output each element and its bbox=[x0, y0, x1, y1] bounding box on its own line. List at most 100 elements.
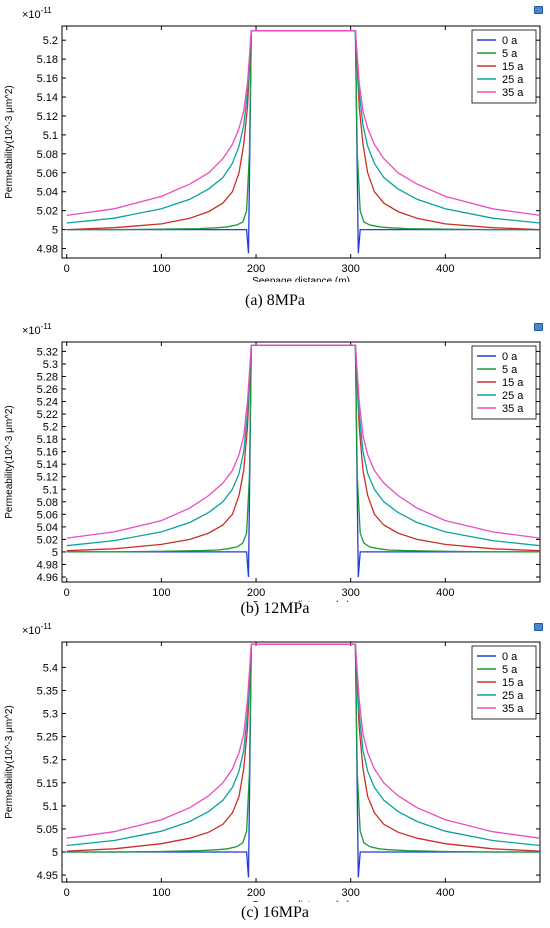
x-tick-label: 0 bbox=[64, 887, 70, 899]
y-tick-label: 5.18 bbox=[37, 434, 58, 446]
y-tick-label: 5.04 bbox=[37, 522, 58, 534]
caption-b: (b) 12MPa bbox=[240, 600, 310, 617]
legend-label: 5 a bbox=[502, 664, 518, 676]
y-tick-label: 5.2 bbox=[43, 755, 58, 767]
x-tick-label: 300 bbox=[342, 263, 360, 275]
y-tick-label: 5.26 bbox=[37, 384, 58, 396]
x-tick-label: 400 bbox=[436, 887, 454, 899]
legend-label: 15 a bbox=[502, 677, 524, 689]
y-tick-label: 5.12 bbox=[37, 111, 58, 123]
x-tick-label: 300 bbox=[342, 587, 360, 599]
y-tick-label: 5.35 bbox=[37, 685, 58, 697]
y-tick-label: 5.14 bbox=[37, 92, 58, 104]
series-line-5a bbox=[66, 344, 540, 553]
chart-panel-c: 4.95 5 5.05 5.1 5.15 5.2 5.25 5.3 5.35 5.4 0 100 200… bbox=[0, 620, 550, 928]
y-tick-label: 5.25 bbox=[37, 732, 58, 744]
y-tick-label: 5 bbox=[52, 547, 58, 559]
x-tick-label: 0 bbox=[64, 263, 70, 275]
legend-label: 25 a bbox=[502, 690, 524, 702]
y-axis-label: Permeability(10^-3 μm^2) bbox=[4, 705, 15, 819]
y-multiplier-label: ×10-11 bbox=[22, 322, 52, 337]
plot-frame bbox=[61, 341, 541, 583]
y-tick-label: 5.18 bbox=[37, 54, 58, 66]
chart-c: 4.95 5 5.05 5.1 5.15 5.2 5.25 5.3 5.35 5.4 0 100 200… bbox=[4, 622, 541, 902]
x-axis-label: Seepage distance (m) bbox=[252, 900, 350, 902]
series-line-15a bbox=[66, 643, 540, 852]
y-tick-label: 5.06 bbox=[37, 168, 58, 180]
y-tick-label: 5.02 bbox=[37, 534, 58, 546]
y-tick-label: 5.2 bbox=[43, 35, 58, 47]
legend-label: 35 a bbox=[502, 703, 524, 715]
y-tick-label: 5.4 bbox=[43, 662, 58, 674]
y-tick-label: 5.06 bbox=[37, 509, 58, 521]
y-tick-label: 5.14 bbox=[37, 459, 58, 471]
legend-label: 35 a bbox=[502, 87, 524, 99]
caption-a: (a) 8MPa bbox=[245, 292, 305, 309]
y-tick-label: 5 bbox=[52, 225, 58, 237]
y-tick-label: 5.15 bbox=[37, 778, 58, 790]
series-line-35a bbox=[66, 643, 540, 839]
y-tick-label: 5.1 bbox=[43, 801, 58, 813]
y-multiplier-label: ×10-11 bbox=[22, 6, 52, 21]
y-tick-label: 5.3 bbox=[43, 359, 58, 371]
series-line-15a bbox=[66, 344, 540, 552]
y-tick-label: 4.98 bbox=[37, 244, 58, 256]
y-tick-label: 5.3 bbox=[43, 709, 58, 721]
y-tick-label: 5 bbox=[52, 847, 58, 859]
x-tick-label: 200 bbox=[247, 887, 265, 899]
x-tick-label: 100 bbox=[152, 587, 170, 599]
y-tick-label: 5.1 bbox=[43, 130, 58, 142]
y-tick-label: 4.95 bbox=[37, 870, 58, 882]
plot-frame bbox=[61, 25, 541, 259]
y-tick-label: 5.1 bbox=[43, 484, 58, 496]
series-line-0a bbox=[66, 30, 540, 254]
y-tick-label: 5.24 bbox=[37, 397, 58, 409]
legend-label: 25 a bbox=[502, 74, 524, 86]
y-multiplier-label: ×10-11 bbox=[22, 622, 52, 637]
x-tick-label: 0 bbox=[64, 587, 70, 599]
export-icon[interactable] bbox=[534, 323, 543, 331]
y-tick-label: 4.98 bbox=[37, 559, 58, 571]
y-tick-label: 5.16 bbox=[37, 447, 58, 459]
y-tick-label: 5.16 bbox=[37, 73, 58, 85]
legend-label: 0 a bbox=[502, 351, 518, 363]
chart-panel-a: 4.98 5 5.02 5.04 5.06 5.08 5.1 5.12 5.14 5.16 5.18… bbox=[0, 0, 550, 310]
legend-label: 15 a bbox=[502, 377, 524, 389]
caption-c: (c) 16MPa bbox=[241, 904, 309, 921]
y-axis-label: Permeability(10^-3 μm^2) bbox=[4, 85, 15, 199]
y-tick-label: 5.22 bbox=[37, 409, 58, 421]
series-line-25a bbox=[66, 643, 540, 847]
legend-label: 0 a bbox=[502, 651, 518, 663]
x-tick-label: 200 bbox=[247, 587, 265, 599]
x-tick-label: 300 bbox=[342, 887, 360, 899]
x-tick-label: 100 bbox=[152, 263, 170, 275]
legend-label: 5 a bbox=[502, 48, 518, 60]
series-line-0a bbox=[66, 344, 540, 578]
chart-b: 4.964.9855.025.045.065.085.15.125.145.16… bbox=[4, 322, 541, 602]
series-line-5a bbox=[66, 643, 540, 853]
y-tick-label: 5.05 bbox=[37, 824, 58, 836]
plot-frame bbox=[61, 641, 541, 883]
y-tick-label: 5.08 bbox=[37, 149, 58, 161]
export-icon[interactable] bbox=[534, 6, 543, 14]
y-tick-label: 5.02 bbox=[37, 206, 58, 218]
x-tick-label: 200 bbox=[247, 263, 265, 275]
legend-label: 5 a bbox=[502, 364, 518, 376]
export-icon[interactable] bbox=[534, 623, 543, 631]
x-axis-label: Seepage distance (m) bbox=[252, 276, 350, 282]
legend-label: 35 a bbox=[502, 403, 524, 415]
x-tick-label: 400 bbox=[436, 587, 454, 599]
y-tick-label: 5.12 bbox=[37, 472, 58, 484]
series-line-15a bbox=[66, 30, 540, 231]
series-line-5a bbox=[66, 30, 540, 231]
x-tick-label: 400 bbox=[436, 263, 454, 275]
legend-label: 15 a bbox=[502, 61, 524, 73]
chart-panel-b: 4.96 4.98 5 5.02 5.04 5.06 5.08 5.1 5.12 5.14 5.16… bbox=[0, 320, 550, 620]
series-line-35a bbox=[66, 30, 540, 217]
chart-a: 4.98 5 5.02 5.04 5.06 5.08 5.1 5.12 5.14 5.16 5.18… bbox=[4, 6, 541, 282]
series-line-25a bbox=[66, 344, 540, 547]
y-axis-label: Permeability(10^-3 μm^2) bbox=[4, 405, 15, 519]
series-line-35a bbox=[66, 344, 540, 539]
y-tick-label: 5.08 bbox=[37, 497, 58, 509]
x-axis-label: Seepage distance (m) bbox=[252, 600, 350, 602]
